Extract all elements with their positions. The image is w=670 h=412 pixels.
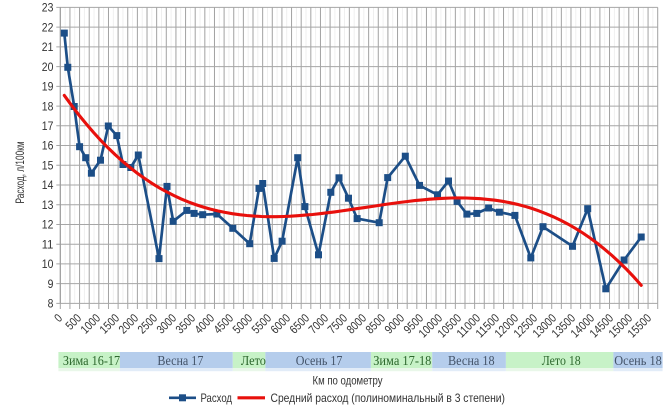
svg-text:11: 11 [42, 237, 54, 251]
svg-text:20: 20 [42, 60, 54, 74]
svg-text:Лето: Лето [241, 354, 266, 369]
svg-text:Зима 17-18: Зима 17-18 [373, 354, 431, 369]
svg-text:21: 21 [42, 40, 54, 54]
svg-text:16: 16 [42, 139, 54, 153]
svg-text:Весна 17: Весна 17 [157, 354, 203, 369]
svg-text:23: 23 [42, 1, 54, 15]
svg-text:10: 10 [42, 257, 54, 271]
svg-text:Весна 18: Весна 18 [448, 354, 495, 369]
svg-text:18: 18 [42, 99, 54, 113]
svg-text:12: 12 [42, 218, 54, 232]
svg-text:Средний расход (полиноминальны: Средний расход (полиноминальный в 3 степ… [271, 391, 506, 405]
svg-text:9: 9 [48, 277, 54, 291]
svg-text:Расход, л/100км: Расход, л/100км [13, 142, 27, 204]
svg-text:22: 22 [42, 20, 54, 34]
svg-text:17: 17 [42, 119, 54, 133]
svg-text:13: 13 [42, 198, 54, 212]
svg-text:Осень 18: Осень 18 [614, 354, 662, 369]
svg-text:19: 19 [42, 80, 54, 94]
svg-text:15: 15 [42, 159, 54, 173]
svg-text:14: 14 [42, 178, 54, 192]
svg-text:8: 8 [48, 297, 54, 311]
svg-text:Расход: Расход [201, 391, 233, 405]
svg-text:Осень 17: Осень 17 [296, 354, 343, 369]
svg-text:Зима 16-17: Зима 16-17 [63, 354, 120, 369]
svg-text:Лето 18: Лето 18 [542, 354, 581, 369]
svg-text:Км по одометру: Км по одометру [313, 373, 383, 387]
